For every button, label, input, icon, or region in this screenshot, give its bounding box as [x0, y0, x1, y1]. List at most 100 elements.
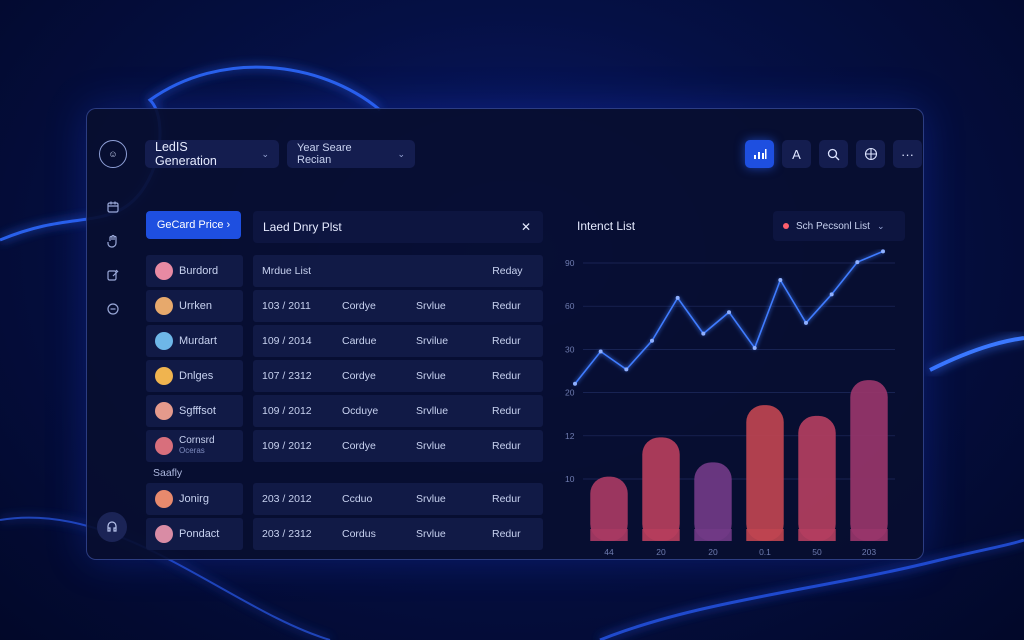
avatar [155, 490, 173, 508]
y-tick-label: 10 [565, 474, 575, 484]
support-icon[interactable] [97, 512, 127, 542]
list-item-name-block: Cornsrd Oceras [179, 434, 215, 457]
cell: 103 / 2011 [262, 300, 311, 312]
list-item[interactable]: Urrken [146, 290, 243, 322]
more-button[interactable]: ··· [893, 140, 922, 168]
chart-point [701, 331, 706, 336]
y-tick-label: 60 [565, 301, 575, 311]
y-tick-label: 90 [565, 258, 575, 268]
cell: Cordye [342, 300, 376, 312]
brand-logo[interactable]: ☺︎ [99, 140, 127, 168]
x-tick-label: 20 [708, 547, 718, 557]
list-item[interactable]: Dnlges [146, 360, 243, 392]
list-item[interactable]: Pondact [146, 518, 243, 550]
cell: 109 / 2012 [262, 405, 312, 417]
chevron-right-icon: › [223, 219, 231, 231]
cell: Ocduye [342, 405, 379, 417]
list-item-name: Urrken [179, 300, 213, 312]
cell: Redur [492, 528, 521, 540]
chart-title: Intenct List [577, 219, 636, 233]
toolbar: A ··· [745, 140, 922, 168]
cell: Srvllue [416, 405, 449, 417]
cell: Srvlue [416, 370, 446, 382]
get-card-price-button[interactable]: GeCard Price › [146, 211, 241, 239]
cell: Ccduo [342, 493, 373, 505]
cell: 109 / 2014 [262, 335, 312, 347]
chart-bar [694, 462, 732, 541]
list-item-name: Pondact [179, 528, 220, 540]
chart-bar-base [798, 529, 836, 541]
chart-bar-base [850, 529, 888, 541]
chart-point [855, 260, 860, 265]
chart-point [598, 349, 603, 354]
x-tick-label: 0.1 [759, 547, 771, 557]
avatar [155, 262, 173, 280]
column-header: Reday [492, 265, 523, 277]
name-list: Burdord Urrken Murdart Dnlges Sgfffsot C… [146, 255, 243, 553]
cell: Redur [492, 370, 521, 382]
close-icon[interactable]: ✕ [520, 220, 531, 234]
cell: Srvlue [416, 493, 446, 505]
table-row[interactable]: 203 / 2012 Ccduo Srvlue Redur [253, 483, 543, 515]
list-item[interactable]: Jonirg [146, 483, 243, 515]
cell: Srvlue [416, 440, 446, 452]
table-row[interactable]: 107 / 2312 Cordye Srvlue Redur [253, 360, 543, 392]
chat-icon[interactable] [101, 297, 125, 321]
table-row[interactable]: 109 / 2012 Ocduye Srvllue Redur [253, 395, 543, 427]
list-item-name: Cornsrd [179, 434, 215, 446]
text-a-icon: A [792, 146, 801, 162]
generation-dropdown-label: LedIS Generation [155, 140, 217, 168]
globe-button[interactable] [856, 140, 885, 168]
cell: Cordus [342, 528, 376, 540]
cell: 203 / 2012 [262, 493, 312, 505]
chart-bar [642, 437, 680, 541]
chart-filter-dropdown[interactable]: Sch Pecsonl List ⌄ [773, 211, 905, 241]
chart-bars-icon [753, 149, 766, 159]
x-tick-label: 44 [604, 547, 614, 557]
chart-point [727, 310, 731, 315]
chart-bar [798, 415, 836, 541]
bar-line-chart: 90 60 30 20 12 10 44 20 20 0.1 50 203 [565, 249, 895, 557]
list-item[interactable]: Murdart [146, 325, 243, 357]
chart-bars-button[interactable] [745, 140, 774, 168]
brand-logo-text: ☺︎ [108, 149, 118, 159]
cell: Redur [492, 300, 521, 312]
chart-bar-base [746, 529, 784, 541]
year-dropdown-label: Year Seare Recian [297, 142, 352, 166]
cell: Cordye [342, 440, 376, 452]
chart-bar-base [642, 529, 680, 541]
table-row[interactable]: 103 / 2011 Cordye Srvlue Redur [253, 290, 543, 322]
table-row[interactable]: 203 / 2312 Cordus Srvlue Redur [253, 518, 543, 550]
status-dot [783, 223, 789, 229]
chart-point [881, 249, 885, 254]
cell: 107 / 2312 [262, 370, 312, 382]
chart-line [574, 250, 884, 385]
chevron-down-icon: ⌄ [261, 148, 269, 159]
list-item[interactable]: Burdord [146, 255, 243, 287]
cell: Cardue [342, 335, 377, 347]
hand-icon[interactable] [101, 229, 125, 253]
list-item[interactable]: Cornsrd Oceras [146, 430, 243, 462]
table-row[interactable]: 109 / 2014 Cardue Srvilue Redur [253, 325, 543, 357]
generation-dropdown[interactable]: LedIS Generation ⌄ [145, 140, 279, 168]
text-format-button[interactable]: A [782, 140, 811, 168]
year-dropdown[interactable]: Year Seare Recian ⌄ [287, 140, 415, 168]
chart-point [573, 381, 577, 386]
chart-point [829, 292, 834, 297]
chart-bar [590, 476, 628, 541]
chart-bar [746, 405, 784, 541]
cell: Srvlue [416, 300, 446, 312]
cell: Redur [492, 440, 521, 452]
search-button[interactable] [819, 140, 848, 168]
cell: Redur [492, 335, 521, 347]
list-item-name: Burdord [179, 265, 219, 277]
calendar-icon[interactable] [101, 195, 125, 219]
cell: 109 / 2012 [262, 440, 312, 452]
cell: Redur [492, 493, 521, 505]
table-row[interactable]: 109 / 2012 Cordye Srvlue Redur [253, 430, 543, 462]
edit-icon[interactable] [101, 263, 125, 287]
more-icon: ··· [901, 146, 914, 162]
dashboard-window: ☺︎ LedIS Generation ⌄ Year Seare Recian … [86, 108, 924, 560]
chart-bar-base [694, 529, 732, 541]
list-item[interactable]: Sgfffsot [146, 395, 243, 427]
